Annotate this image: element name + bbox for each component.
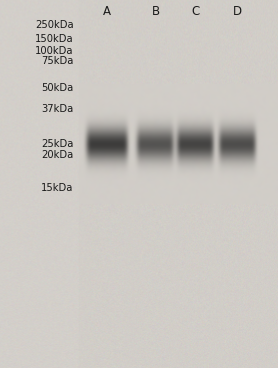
Text: 75kDa: 75kDa — [41, 56, 74, 66]
Text: 150kDa: 150kDa — [35, 34, 74, 44]
Text: D: D — [233, 5, 242, 18]
Text: A: A — [103, 5, 111, 18]
Text: 250kDa: 250kDa — [35, 20, 74, 30]
Text: B: B — [152, 5, 160, 18]
Text: 25kDa: 25kDa — [41, 139, 74, 149]
Text: 37kDa: 37kDa — [41, 104, 74, 114]
Text: 20kDa: 20kDa — [41, 150, 74, 160]
Text: 100kDa: 100kDa — [35, 46, 74, 56]
Text: 15kDa: 15kDa — [41, 183, 74, 193]
Text: 50kDa: 50kDa — [41, 83, 74, 93]
Text: C: C — [192, 5, 200, 18]
